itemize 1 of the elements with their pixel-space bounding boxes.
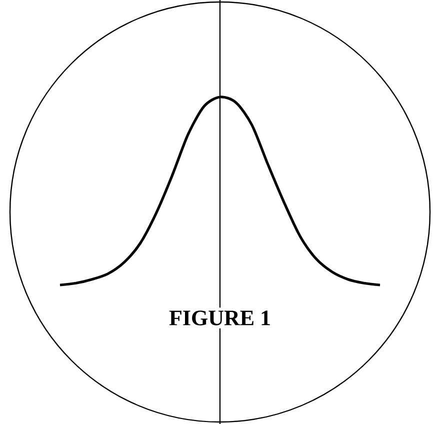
text: FIGURE 1 (169, 310, 270, 326)
